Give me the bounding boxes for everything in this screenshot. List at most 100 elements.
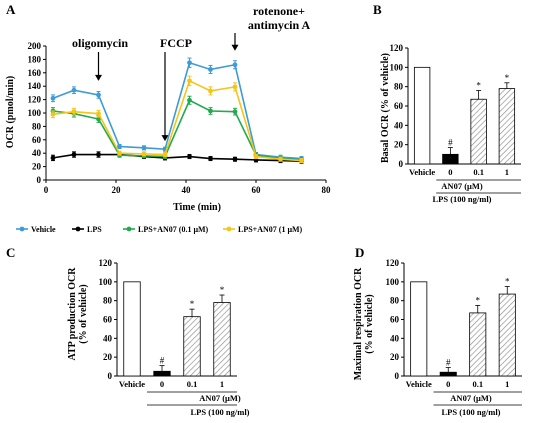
panel-c-group-label: AN07 (μM) [199, 393, 241, 403]
data-point [71, 109, 77, 115]
data-point [232, 156, 238, 162]
data-point [187, 97, 192, 103]
injection-arrow-head [95, 74, 102, 81]
panel-b-bar [413, 66, 431, 165]
panel-a-y-tick-label: 200 [28, 41, 42, 51]
series-line [52, 61, 302, 160]
panel-b-label: B [373, 2, 382, 17]
data-point [253, 154, 259, 159]
data-point [117, 144, 122, 149]
data-point [299, 158, 304, 163]
panel-c-lps-label: LPS (100 ng/ml) [190, 407, 249, 417]
data-point [187, 154, 192, 159]
panel-a-y-tick-label: 40 [32, 148, 42, 158]
panel-c-y-tick-label: 20 [103, 352, 113, 362]
panel-c-y-tick-label: 60 [103, 315, 113, 325]
series-line [52, 153, 302, 163]
panel-c-category-label: 1 [220, 379, 224, 389]
data-point [71, 87, 77, 93]
annotation-oligomycin: oligomycin [72, 36, 128, 50]
panel-d-y-tick-label: 80 [390, 296, 400, 306]
panel-c-category-label: 0.1 [187, 379, 198, 389]
panel-c-bar [183, 316, 201, 377]
panel-c-y-tick-label: 120 [99, 258, 113, 268]
panel-c-significance-mark: # [160, 356, 165, 366]
data-point [187, 78, 192, 84]
panel-c-category-label: 0 [160, 379, 164, 389]
panel-a-y-tick-label: 0 [37, 175, 42, 185]
panel-b-y-tick-label: 0 [399, 159, 404, 169]
panel-b-category-label: 1 [505, 167, 509, 177]
panel-b-y-tick-label: 100 [390, 62, 404, 72]
panel-d-lps-label: LPS (100 ng/ml) [441, 407, 500, 417]
data-point [50, 155, 56, 161]
panel-a-x-tick-label: 40 [182, 185, 192, 195]
data-point [117, 150, 122, 156]
data-point [50, 95, 56, 101]
panel-c-bar [123, 281, 141, 377]
panel-a-xlabel: Time (min) [173, 202, 221, 213]
legend-label-vehicle: Vehicle [31, 225, 56, 234]
panel-d-y-tick-label: 120 [386, 258, 400, 268]
panel-b-category-label: 0 [448, 167, 452, 177]
panel-d-category-label: 0 [446, 379, 450, 389]
panel-b-category-label: Vehicle [409, 167, 435, 177]
legend-marker [19, 226, 25, 232]
panel-a-y-tick-label: 80 [32, 121, 42, 131]
data-point [162, 152, 168, 157]
panel-b-y-tick-label: 40 [394, 120, 404, 130]
panel-a-x-tick-label: 80 [322, 185, 332, 195]
panel-b-bar [442, 153, 459, 165]
panel-a-y-tick-label: 160 [28, 68, 42, 78]
panel-a-label: A [6, 2, 16, 17]
data-point [278, 156, 283, 162]
legend-label-lps-an07-1: LPS+AN07 (1 μM) [238, 225, 303, 234]
panel-d-ylabel2: (% of vehicle) [364, 294, 375, 353]
panel-b-bar [470, 98, 487, 165]
legend-label-lps: LPS [87, 225, 102, 234]
data-point [208, 156, 213, 161]
panel-c-bar [153, 370, 171, 377]
panel-d-bar [469, 312, 487, 377]
panel-b-significance-mark: * [476, 81, 481, 91]
panel-b-significance-mark: # [448, 138, 453, 148]
panel-d-y-tick-label: 20 [390, 352, 400, 362]
data-point [71, 152, 77, 157]
panel-b-y-tick-label: 20 [394, 140, 404, 150]
panel-c-y-tick-label: 40 [103, 333, 113, 343]
data-point [96, 92, 101, 98]
data-point [96, 116, 101, 122]
panel-c-y-tick-label: 80 [103, 296, 113, 306]
panel-c-significance-mark: * [190, 299, 195, 309]
data-point [141, 145, 147, 151]
injection-arrow-head [231, 44, 239, 51]
data-point [232, 109, 238, 115]
panel-a-x-tick-label: 60 [252, 185, 262, 195]
panel-b-y-tick-label: 60 [394, 101, 404, 111]
annotation-antimycin: antimycin A [248, 18, 311, 32]
panel-c-label: C [6, 245, 15, 260]
panel-b-lps-label: LPS (100 ng/ml) [432, 194, 491, 204]
panel-d-y-tick-label: 100 [386, 277, 400, 287]
series-line [52, 99, 302, 161]
panel-d-group-label: AN07 (μM) [450, 393, 492, 403]
panel-b-y-tick-label: 80 [394, 82, 404, 92]
data-point [141, 151, 147, 157]
legend-marker [226, 226, 232, 232]
panel-a-y-tick-label: 140 [28, 81, 42, 91]
data-point [208, 88, 213, 94]
panel-d-category-label: 0.1 [472, 379, 483, 389]
legend-marker [75, 226, 81, 232]
panel-d-bar [498, 293, 516, 377]
series-line [52, 79, 302, 162]
panel-d-bar [410, 281, 428, 377]
annotation-fccp: FCCP [160, 36, 192, 50]
panel-a-y-tick-label: 180 [28, 54, 42, 64]
panel-c-category-label: Vehicle [119, 379, 145, 389]
panel-a-x-tick-label: 20 [112, 185, 122, 195]
panel-a-ylabel: OCR (pmol/min) [5, 76, 16, 149]
panel-b-ylabel: Basal OCR (% of vehicle) [380, 53, 391, 163]
panel-d-y-tick-label: 40 [390, 333, 400, 343]
panel-d-significance-mark: * [476, 295, 481, 305]
